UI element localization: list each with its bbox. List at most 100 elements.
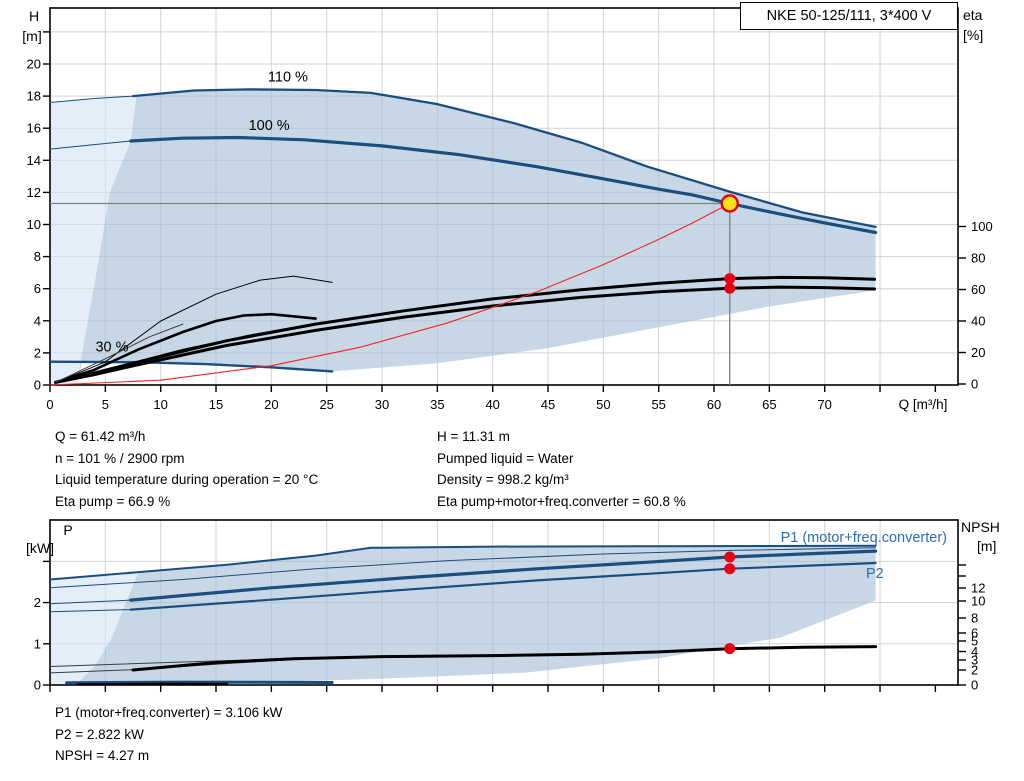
operating-value-dot [724,282,736,294]
right-axis-unit: [m] [977,538,996,554]
info-line-eta-pump: Eta pump = 66.9 % [55,493,171,509]
axis-tick-label: 40 [485,397,499,412]
axis-tick-label: 4 [971,644,978,659]
p-30pct-black [76,682,229,686]
left-axis-unit: [kW] [26,540,54,556]
axis-tick-label: 8 [971,611,978,626]
axis-tick-label: 2 [34,345,41,360]
left-axis-title: H [29,8,39,24]
info-line-q: Q = 61.42 m³/h [55,429,146,444]
axis-tick-label: 8 [34,249,41,264]
eta-fan-line-1 [54,322,317,383]
duty-info-left: Q = 61.42 m³/h n = 101 % / 2900 rpm Liqu… [55,426,318,512]
p2-curve-lead [49,609,132,613]
axis-tick-label: 12 [27,185,41,200]
axis-tick-label: 5 [971,634,978,649]
axis-tick-label: 1 [34,636,41,651]
system-curve [49,202,731,386]
p-30pct-curve [65,680,334,685]
eta-arc-thick [54,312,317,384]
axis-tick-label: 5 [102,397,109,412]
curve-110pct-lead [49,95,134,103]
axis-tick-label: 10 [27,217,41,232]
axis-tick-label: 35 [430,397,444,412]
p1-curve [129,549,878,602]
curve-label: 110 % [268,70,308,86]
axis-tick-label: 0 [34,678,41,693]
axis-tick-label: 0 [34,378,41,393]
axis-tick-label: 0 [971,377,978,392]
axis-tick-label: 14 [27,153,41,168]
p2-curve [129,561,877,611]
duty-info-right: H = 11.31 m Pumped liquid = Water Densit… [437,426,686,512]
eta-arc-thin [55,275,333,383]
axis-tick-label: 20 [971,345,985,360]
axis-tick-label: 6 [34,281,41,296]
curve-label: P1 (motor+freq.converter) [781,530,947,546]
axis-tick-label: 80 [971,251,985,266]
right-axis-title: NPSH [961,519,1000,535]
axis-tick-label: 12 [971,581,985,596]
eta-fan-line-2 [55,323,184,383]
axis-tick-label: 60 [707,397,721,412]
eta-total-curve [54,285,876,384]
axis-tick-label: 4 [34,313,41,328]
info-line-speed: n = 101 % / 2900 rpm [55,450,185,466]
operating-value-dot [724,273,736,285]
curve-100pct-lead [49,140,132,150]
info-line-temperature: Liquid temperature during operation = 20… [55,472,319,487]
info-line-liquid: Pumped liquid = Water [437,450,574,466]
axis-tick-label: 10 [153,397,167,412]
operating-value-dot [724,551,736,563]
duty-point-marker[interactable] [720,194,739,213]
operating-value-dot [724,643,736,655]
axis-tick-label: 40 [971,314,985,329]
pump-title: NKE 50-125/111, 3*400 V [766,8,932,24]
pump-title-box: NKE 50-125/111, 3*400 V [740,2,958,30]
p1-curve-lead [49,599,132,605]
axis-tick-label: 65 [762,397,776,412]
axis-tick-label: 2 [34,595,41,610]
axis-tick-label: 20 [264,397,278,412]
left-axis-title: P [63,522,72,538]
axis-tick-label: 30 [375,397,389,412]
axis-tick-label: 15 [209,397,223,412]
operating-value-dot [724,563,736,575]
curve-110pct [131,88,877,229]
curve-label: P2 [866,566,884,582]
info-line-eta-total: Eta pump+motor+freq.converter = 60.8 % [437,493,686,509]
p1-envelope-top [49,544,877,581]
axis-tick-label: 55 [651,397,665,412]
npsh-curve [131,645,878,672]
axis-tick-label: 20 [27,57,41,72]
info-line-h: H = 11.31 m [437,429,510,444]
chart-frame [49,7,959,386]
axis-tick-label: 10 [971,594,985,609]
axis-tick-label: 3 [971,653,978,668]
allowed-range-light [50,96,137,385]
x-axis-title: Q [m³/h] [899,397,948,412]
axis-tick-label: 45 [541,397,555,412]
p-envelope-line-2 [49,547,877,589]
info-line-p1: P1 (motor+freq.converter) = 3.106 kW [55,705,283,720]
axis-tick-label: 6 [971,626,978,641]
info-line-p2: P2 = 2.822 kW [55,726,144,742]
curve-100pct [129,135,878,235]
curve-label: 30 % [95,339,128,355]
axis-tick-label: 100 [971,219,993,234]
curve-label: 100 % [249,118,290,134]
right-axis-unit: [%] [963,27,983,43]
right-axis-title: eta [963,7,983,23]
axis-tick-label: 25 [319,397,333,412]
axis-tick-label: 18 [27,89,41,104]
left-axis-unit: [m] [22,28,41,44]
axis-tick-label: 0 [971,678,978,693]
eta-pump-curve [54,275,876,384]
axis-tick-label: 70 [817,397,831,412]
axis-tick-label: 50 [596,397,610,412]
axis-tick-label: 16 [27,121,41,136]
axis-tick-label: 2 [971,663,978,678]
axis-tick-label: 0 [46,397,53,412]
